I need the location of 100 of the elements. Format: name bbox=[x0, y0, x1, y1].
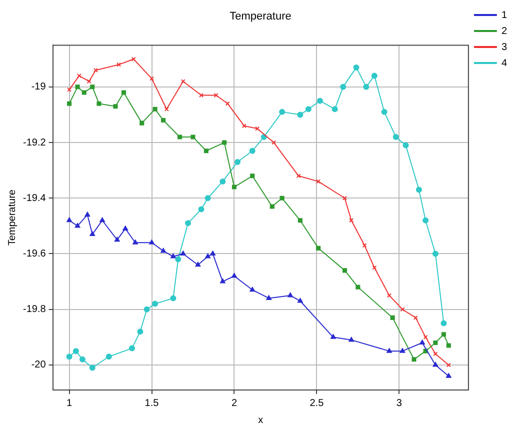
point bbox=[205, 254, 210, 258]
point bbox=[422, 217, 429, 224]
point bbox=[392, 134, 399, 140]
point bbox=[433, 352, 438, 356]
point bbox=[195, 262, 201, 267]
x-tick-label: 2 bbox=[231, 398, 238, 409]
point bbox=[305, 106, 312, 112]
point bbox=[180, 250, 186, 256]
point bbox=[164, 106, 169, 112]
point bbox=[342, 268, 347, 273]
point bbox=[420, 340, 425, 344]
point bbox=[170, 254, 176, 258]
point bbox=[356, 284, 360, 290]
point bbox=[372, 265, 377, 270]
point bbox=[371, 72, 378, 79]
point bbox=[249, 148, 256, 154]
point bbox=[131, 56, 136, 62]
point bbox=[66, 217, 72, 222]
point bbox=[121, 90, 126, 95]
point bbox=[298, 218, 302, 223]
point bbox=[402, 142, 409, 148]
point bbox=[132, 240, 138, 244]
point bbox=[96, 101, 102, 106]
point bbox=[433, 340, 438, 345]
legend-label: 4 bbox=[501, 58, 508, 69]
point bbox=[210, 250, 216, 256]
point bbox=[190, 134, 196, 140]
point bbox=[316, 246, 321, 250]
point bbox=[441, 332, 446, 337]
y-tick-label: -19.6 bbox=[22, 248, 46, 260]
x-tick-label: 1 bbox=[66, 398, 73, 409]
point bbox=[90, 84, 95, 90]
point bbox=[140, 120, 144, 126]
point bbox=[387, 293, 392, 298]
point bbox=[234, 158, 241, 165]
y-tick-label: -19 bbox=[31, 82, 46, 93]
point bbox=[170, 295, 176, 302]
point bbox=[297, 112, 304, 118]
point bbox=[220, 178, 226, 184]
legend-label: 3 bbox=[501, 42, 508, 53]
point bbox=[316, 98, 323, 104]
point bbox=[412, 357, 416, 362]
point bbox=[93, 68, 98, 72]
x-axis-title: x bbox=[258, 414, 264, 426]
point bbox=[446, 343, 451, 348]
point bbox=[288, 292, 293, 298]
point bbox=[144, 306, 150, 312]
point bbox=[340, 84, 346, 90]
point bbox=[180, 79, 186, 84]
point bbox=[446, 373, 452, 378]
point bbox=[272, 140, 276, 145]
legend-label: 1 bbox=[501, 10, 508, 21]
point bbox=[106, 354, 112, 360]
point bbox=[84, 212, 90, 217]
point bbox=[348, 336, 354, 342]
point bbox=[204, 195, 211, 202]
point bbox=[266, 295, 272, 300]
x-tick-label: 1.5 bbox=[144, 398, 160, 409]
point bbox=[149, 76, 154, 81]
point bbox=[82, 90, 86, 95]
point bbox=[342, 196, 347, 200]
point bbox=[232, 272, 237, 278]
point bbox=[152, 300, 158, 307]
point bbox=[128, 345, 135, 352]
point bbox=[255, 126, 260, 131]
point bbox=[270, 204, 274, 209]
point bbox=[214, 92, 218, 98]
x-tick-label: 3 bbox=[396, 398, 402, 409]
point bbox=[204, 148, 208, 154]
point bbox=[298, 298, 303, 303]
point bbox=[332, 106, 338, 112]
point bbox=[330, 334, 336, 339]
point bbox=[160, 248, 166, 253]
point bbox=[152, 106, 158, 112]
point bbox=[242, 124, 246, 128]
point bbox=[161, 118, 166, 123]
y-tick-label: -19.4 bbox=[22, 192, 46, 204]
point bbox=[222, 140, 227, 145]
point bbox=[225, 101, 230, 106]
point bbox=[185, 220, 192, 226]
point bbox=[100, 217, 105, 222]
point bbox=[74, 222, 80, 228]
point bbox=[250, 286, 256, 292]
point bbox=[250, 174, 255, 178]
point bbox=[67, 101, 72, 106]
point bbox=[400, 307, 405, 312]
point bbox=[363, 84, 370, 90]
point bbox=[90, 231, 96, 236]
point bbox=[423, 334, 428, 340]
point bbox=[432, 250, 438, 257]
point bbox=[75, 84, 80, 90]
point bbox=[349, 218, 354, 223]
chart-title: Temperature bbox=[230, 10, 292, 23]
point bbox=[296, 174, 301, 178]
y-tick-label: -20 bbox=[31, 360, 46, 371]
point bbox=[400, 348, 406, 353]
y-tick-label: -19.8 bbox=[22, 304, 46, 316]
y-axis-title: Temperature bbox=[6, 189, 18, 246]
point bbox=[122, 226, 128, 230]
point bbox=[432, 362, 438, 367]
